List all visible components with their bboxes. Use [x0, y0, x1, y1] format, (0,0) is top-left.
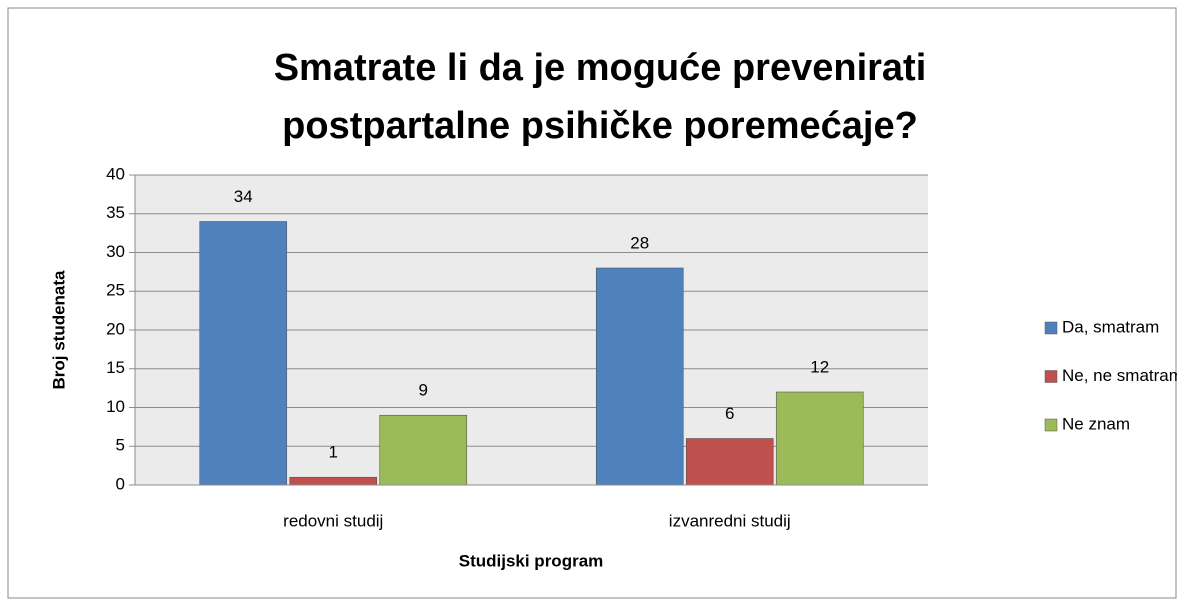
chart-title: Smatrate li da je moguće prevenirati — [274, 47, 927, 89]
data-label: 28 — [630, 233, 649, 252]
data-label: 9 — [419, 381, 428, 400]
data-label: 12 — [810, 357, 829, 376]
bar — [199, 221, 288, 486]
bar — [379, 414, 468, 486]
y-tick-label: 30 — [106, 242, 125, 261]
bar — [289, 476, 378, 486]
y-tick-label: 20 — [106, 319, 125, 338]
x-axis-title: Studijski program — [459, 551, 604, 570]
x-tick-label: redovni studij — [283, 511, 383, 530]
y-tick-label: 0 — [116, 474, 125, 493]
y-axis-title: Broj studenata — [49, 270, 68, 390]
y-tick-label: 10 — [106, 397, 125, 416]
chart-title: postpartalne psihičke poremećaje? — [282, 105, 918, 147]
data-label: 6 — [725, 404, 734, 423]
bar — [775, 391, 864, 486]
data-label: 1 — [329, 443, 338, 462]
legend-label: Da, smatram — [1062, 317, 1159, 336]
y-tick-label: 15 — [106, 358, 125, 377]
y-tick-label: 5 — [116, 436, 125, 455]
legend-label: Ne, ne smatram — [1062, 366, 1177, 385]
bar — [685, 438, 774, 486]
legend-swatch — [1044, 321, 1058, 335]
x-tick-label: izvanredni studij — [669, 511, 791, 530]
y-tick-label: 35 — [106, 203, 125, 222]
y-tick-label: 40 — [106, 164, 125, 183]
data-label: 34 — [234, 187, 253, 206]
legend-swatch — [1044, 370, 1058, 383]
legend-swatch — [1044, 418, 1058, 432]
legend-label: Ne znam — [1062, 414, 1130, 433]
bar — [595, 267, 684, 486]
y-tick-label: 25 — [106, 281, 125, 300]
